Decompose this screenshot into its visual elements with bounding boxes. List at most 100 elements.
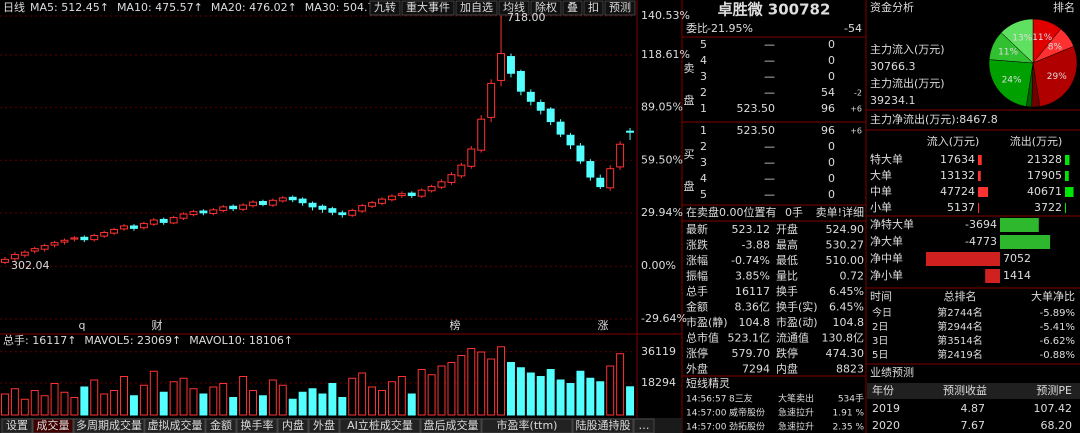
tab-label[interactable]: 盘后成交量 <box>424 418 479 432</box>
toolbar-button[interactable] <box>583 0 604 16</box>
label: 104.8 <box>833 316 865 329</box>
tab-label[interactable]: 外盘 <box>313 418 335 432</box>
tab[interactable] <box>32 418 74 433</box>
tab[interactable] <box>1 418 33 433</box>
elf-stock: 劲拓股份 <box>729 421 765 433</box>
toolbar-label[interactable]: 九转 <box>374 0 396 14</box>
volume-bar <box>477 351 486 416</box>
volume-bar <box>338 397 347 416</box>
label: -0.74% <box>731 254 770 267</box>
outflow-bar <box>1065 187 1074 197</box>
outflow-bar <box>1065 155 1070 165</box>
tab-label[interactable]: 虚拟成交量 <box>148 418 203 432</box>
volume-bar <box>189 388 198 416</box>
label: — <box>764 156 775 169</box>
label: 1 <box>700 124 707 137</box>
volume-bar <box>348 377 357 416</box>
toolbar-label[interactable]: 加自选 <box>460 1 493 14</box>
label: 买 <box>684 148 695 161</box>
net-bar <box>985 269 1000 283</box>
candle-body <box>417 189 426 197</box>
toolbar-button[interactable] <box>562 0 583 16</box>
tab-label[interactable]: 设置 <box>6 419 28 432</box>
label: 523.50 <box>737 102 776 115</box>
volume-bar <box>179 377 188 416</box>
tab[interactable] <box>633 418 655 433</box>
candle-body <box>30 248 39 252</box>
tab[interactable] <box>308 418 340 433</box>
candle-body <box>596 177 605 188</box>
net-bar <box>1000 235 1051 249</box>
tab[interactable] <box>236 418 278 433</box>
tab-label[interactable]: 多周期成交量 <box>76 418 142 432</box>
tab-label[interactable]: 换手率 <box>241 418 274 432</box>
candle-body <box>40 245 49 250</box>
toolbar-label[interactable]: 除权 <box>535 0 557 14</box>
pie-label: 13% <box>1012 33 1032 43</box>
label: 开盘 <box>776 222 798 236</box>
toolbar-label[interactable]: 均线 <box>503 0 525 14</box>
candle-body <box>268 199 277 206</box>
label: 17905 <box>1027 169 1062 182</box>
label: 1 <box>700 102 707 115</box>
label: 530.27 <box>826 239 865 252</box>
tab[interactable] <box>277 418 309 433</box>
candle-body <box>358 205 367 212</box>
candle-body <box>566 134 575 146</box>
tab[interactable] <box>205 418 237 433</box>
low-annotation: 302.04 <box>11 259 50 272</box>
toolbar-button[interactable] <box>401 0 455 16</box>
ma-label: MA10: 475.57↑ <box>117 1 203 14</box>
toolbar-button[interactable] <box>498 0 530 16</box>
elf-event: 急速拉升 <box>778 407 814 419</box>
label: 在卖盘0.00位置有 <box>686 205 777 219</box>
volume-bar <box>576 370 585 416</box>
tab-label[interactable]: 内盘 <box>282 418 304 432</box>
rank-ratio: -5.41% <box>1040 322 1075 333</box>
label: 总排名 <box>944 289 977 303</box>
pie-slice <box>1000 18 1034 64</box>
label: 年份 <box>872 383 894 397</box>
tab[interactable] <box>481 418 573 433</box>
tab[interactable] <box>339 418 421 433</box>
label: 7.67 <box>961 419 986 432</box>
tab[interactable] <box>144 418 206 433</box>
toolbar-label[interactable]: 预测 <box>609 1 631 14</box>
label: 5 <box>700 38 707 51</box>
toolbar-button[interactable] <box>604 0 636 16</box>
y-tick-label: 140.53% <box>641 9 690 22</box>
candle-body <box>129 225 138 229</box>
volume-bar <box>60 391 69 416</box>
volume-bar <box>318 393 327 416</box>
tab[interactable] <box>572 418 634 433</box>
toolbar-label[interactable]: 扣 <box>588 0 599 14</box>
tab-label[interactable]: 成交量 <box>37 418 70 432</box>
tab-label[interactable]: 陆股通持股 <box>576 418 631 432</box>
toolbar-button[interactable] <box>455 0 498 16</box>
tab[interactable] <box>73 418 145 433</box>
tab-label[interactable]: 金额 <box>210 418 232 432</box>
ma-label: MA5: 512.45↑ <box>30 1 109 14</box>
tab[interactable] <box>420 418 482 433</box>
inflow-bar <box>978 171 981 181</box>
label: -21.95% <box>707 22 753 35</box>
tab-label[interactable]: 市盈率(ttm) <box>497 418 558 432</box>
volume-bar <box>268 379 277 416</box>
toolbar-button[interactable] <box>369 0 401 16</box>
toolbar-button[interactable] <box>530 0 562 16</box>
volume-bar <box>229 397 238 416</box>
label: 特大单 <box>870 152 903 166</box>
label: 474.30 <box>826 347 865 360</box>
label: 523.1亿 <box>728 332 771 345</box>
toolbar-label[interactable]: 叠 <box>567 1 578 14</box>
toolbar-label[interactable]: 重大事件 <box>406 0 450 14</box>
label: 0 <box>828 156 835 169</box>
label: 市盈(静) <box>686 315 728 329</box>
tab-label[interactable]: … <box>639 419 650 432</box>
label: 0 <box>828 140 835 153</box>
elf-event: 急速拉升 <box>778 421 814 433</box>
label: -3694 <box>965 218 997 231</box>
tab-label[interactable]: 排名 <box>1053 0 1075 14</box>
tab-label[interactable]: AI立桩成交量 <box>347 418 413 432</box>
